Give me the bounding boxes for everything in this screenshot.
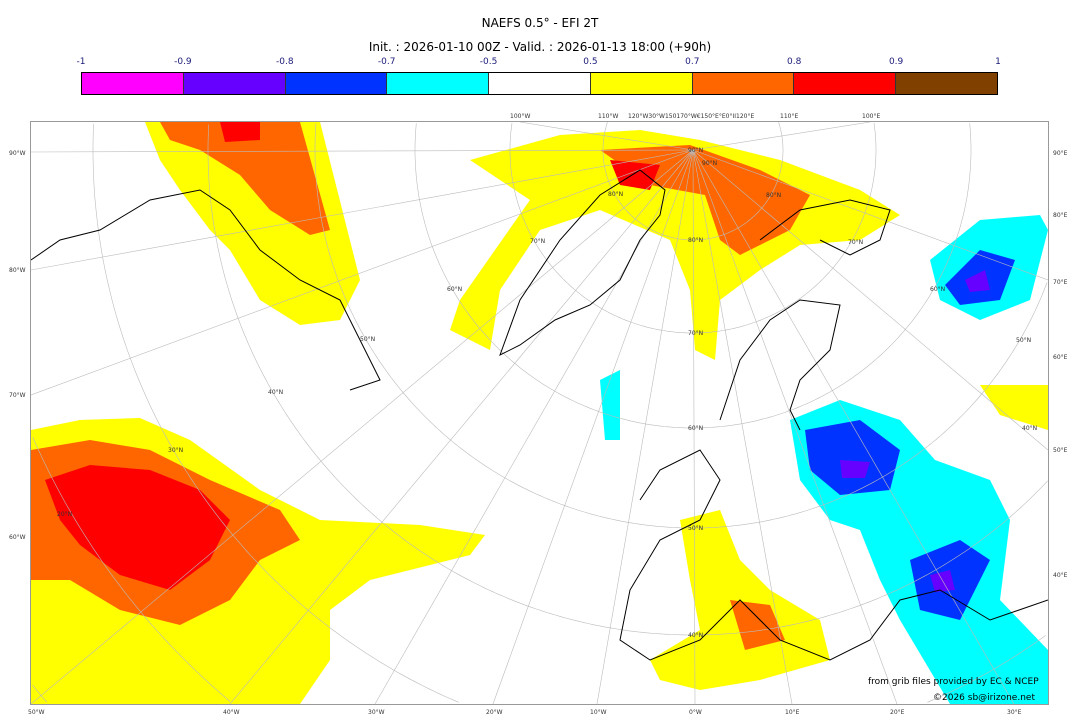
bottom-axis-label: 0°W xyxy=(689,709,702,716)
map-subtitle: Init. : 2026-01-10 00Z - Valid. : 2026-0… xyxy=(368,40,712,54)
meridian-label: 50°N xyxy=(360,336,376,343)
colorbar-swatch xyxy=(183,73,286,94)
parallel-label: 50°N xyxy=(688,525,704,532)
top-axis-label: 120°W30°W150170°W€150°E°E0°II120°E xyxy=(628,113,755,120)
efi-cold-anomaly xyxy=(600,215,1048,704)
colorbar-tick-label: 1 xyxy=(995,57,1001,67)
colorbar-tick-label: -0.5 xyxy=(479,57,498,67)
left-axis-label: 60°W xyxy=(9,534,26,541)
parallel-line xyxy=(92,123,459,703)
bottom-axis-label: 40°W xyxy=(223,709,240,716)
colorbar-swatch xyxy=(489,73,591,94)
efi-warm-anomaly xyxy=(31,122,1048,704)
colorbar-tick-label: 0.8 xyxy=(787,57,802,67)
colorbar-tick-label: 0.5 xyxy=(583,57,598,67)
colorbar-swatch xyxy=(590,73,693,94)
meridian-label: 40°N xyxy=(268,389,284,396)
meridian-label: 70°N xyxy=(848,239,864,246)
parallel-line xyxy=(314,123,1048,529)
right-axis-label: 80°E xyxy=(1053,212,1068,219)
parallel-line xyxy=(778,122,784,150)
top-axis-label: 100°W xyxy=(510,113,531,120)
meridian-label: 80°N xyxy=(608,191,624,198)
meridian-label: 70°N xyxy=(530,238,546,245)
bottom-axis-label: 30°E xyxy=(1007,709,1022,716)
parallel-line xyxy=(414,123,972,429)
meridian-label: 90°N xyxy=(702,160,718,167)
map-canvas xyxy=(31,122,1048,704)
parallel-line xyxy=(602,122,784,241)
colorbar-swatch xyxy=(692,73,795,94)
parallel-label: 60°N xyxy=(688,425,704,432)
colorbar-swatch xyxy=(794,73,897,94)
top-axis-label: 110°E xyxy=(780,113,799,120)
bottom-axis-label: 20°W xyxy=(486,709,503,716)
parallel-line xyxy=(509,122,877,334)
parallel-line xyxy=(32,684,47,703)
right-axis-label: 40°E xyxy=(1053,572,1068,579)
colorbar-swatch xyxy=(896,73,998,94)
bottom-axis-label: 10°W xyxy=(590,709,607,716)
parallel-label: 70°N xyxy=(688,330,704,337)
colorbar-tick-label: 0.9 xyxy=(888,57,904,67)
left-axis-label: 80°W xyxy=(9,267,26,274)
parallel-line xyxy=(927,635,1046,703)
left-axis-label: 70°W xyxy=(9,392,26,399)
copyright-credit: ©2026 sb@irizone.net xyxy=(933,693,1035,703)
meridian-label: 40°N xyxy=(1022,425,1038,432)
meridian-label: 30°N xyxy=(168,447,184,454)
colorbar-swatch xyxy=(285,73,388,94)
data-source-credit: from grib files provided by EC & NCEP xyxy=(868,677,1039,687)
colorbar-tick-label: -0.9 xyxy=(174,57,192,67)
parallel-line xyxy=(207,124,1048,636)
colorbar-swatch xyxy=(387,73,490,94)
right-axis-label: 50°E xyxy=(1053,447,1068,454)
bottom-axis-label: 20°E xyxy=(890,709,905,716)
colorbar-tick-label: -1 xyxy=(76,57,86,67)
right-axis-label: 60°E xyxy=(1053,354,1068,361)
map-title: NAEFS 0.5° - EFI 2T xyxy=(481,16,599,30)
meridian-label: 50°N xyxy=(1016,337,1032,344)
graticule xyxy=(31,122,1048,704)
parallel-line xyxy=(873,122,877,150)
colorbar-tick-label: -0.8 xyxy=(275,57,294,67)
parallel-label: 90°N xyxy=(688,147,704,154)
meridian-label: 80°N xyxy=(766,192,782,199)
colorbar xyxy=(81,72,998,95)
parallel-label: 80°N xyxy=(688,237,704,244)
bottom-axis-label: 50°W xyxy=(28,709,45,716)
bottom-axis-label: 10°E xyxy=(785,709,800,716)
colorbar-swatch xyxy=(82,73,184,94)
meridian-label: 60°N xyxy=(930,286,946,293)
right-axis-label: 70°E xyxy=(1053,279,1068,286)
parallel-label: 40°N xyxy=(688,632,704,639)
left-axis-label: 90°W xyxy=(9,150,26,157)
meridian-label: 20°N xyxy=(57,511,73,518)
bottom-axis-label: 30°W xyxy=(368,709,385,716)
right-axis-label: 90°E xyxy=(1053,150,1068,157)
colorbar-tick-label: 0.7 xyxy=(685,57,700,67)
parallel-line xyxy=(969,123,972,150)
top-axis-label: 110°W xyxy=(598,113,619,120)
colorbar-tick-label: -0.7 xyxy=(377,57,396,67)
map-panel xyxy=(30,121,1049,705)
meridian-label: 60°N xyxy=(447,286,463,293)
coastlines xyxy=(31,169,1048,661)
parallel-line xyxy=(32,436,231,702)
top-axis-label: 100°E xyxy=(862,113,881,120)
